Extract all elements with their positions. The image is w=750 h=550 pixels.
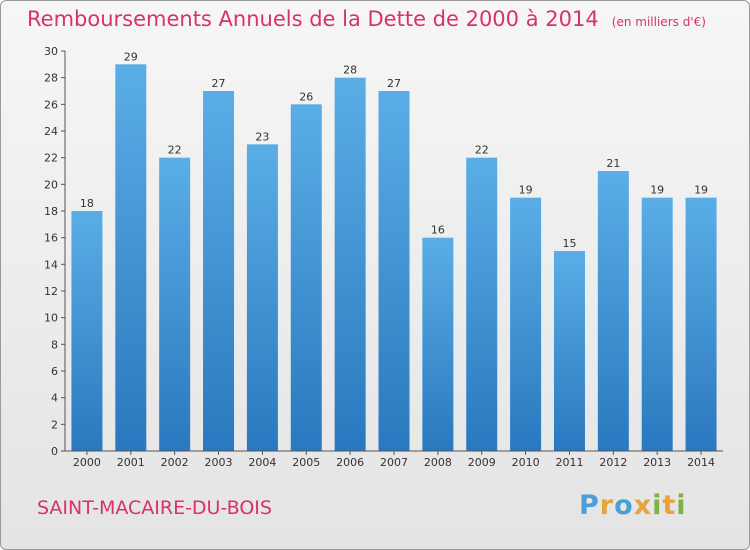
y-tick-label: 30	[44, 45, 58, 58]
bar-value-label: 26	[299, 90, 313, 103]
bar-value-label: 22	[475, 144, 489, 157]
y-tick-label: 28	[44, 72, 58, 85]
x-tick-label: 2006	[336, 456, 364, 469]
x-tick-label: 2007	[380, 456, 408, 469]
logo-letter: r	[599, 490, 615, 521]
chart-title: Remboursements Annuels de la Dette de 20…	[27, 7, 599, 31]
x-tick-label: 2002	[161, 456, 189, 469]
x-tick-label: 2010	[512, 456, 540, 469]
bar-value-label: 22	[168, 144, 182, 157]
bar-value-label: 21	[606, 157, 620, 170]
bar-value-label: 29	[124, 50, 138, 63]
bar-value-label: 18	[80, 197, 94, 210]
y-tick-label: 20	[44, 178, 58, 191]
commune-name: SAINT-MACAIRE-DU-BOIS	[37, 497, 272, 519]
unit-label: (en milliers d'€)	[611, 15, 706, 29]
x-tick-label: 2011	[555, 456, 583, 469]
y-tick-label: 12	[44, 285, 58, 298]
bar	[115, 64, 147, 452]
x-tick-label: 2008	[424, 456, 452, 469]
x-tick-label: 2013	[643, 456, 671, 469]
bar-value-label: 19	[650, 184, 664, 197]
x-tick-label: 2014	[687, 456, 715, 469]
bar	[378, 91, 410, 451]
y-tick-label: 16	[44, 232, 58, 245]
bar	[597, 171, 629, 451]
proxiti-logo: Proxiti	[579, 490, 687, 521]
x-tick-label: 2005	[292, 456, 320, 469]
y-tick-label: 18	[44, 205, 58, 218]
y-tick-label: 4	[51, 392, 58, 405]
bar	[641, 197, 673, 451]
bar	[553, 251, 585, 451]
y-tick-label: 0	[51, 445, 58, 458]
logo-letter: x	[633, 490, 653, 521]
x-tick-label: 2012	[599, 456, 627, 469]
x-tick-label: 2003	[205, 456, 233, 469]
y-tick-label: 6	[51, 365, 58, 378]
x-tick-label: 2009	[468, 456, 496, 469]
logo-letter: o	[614, 490, 634, 521]
title-row: Remboursements Annuels de la Dette de 20…	[27, 7, 706, 31]
logo-letter: i	[676, 490, 687, 521]
logo-letter: i	[652, 490, 663, 521]
y-tick-label: 2	[51, 418, 58, 431]
bar-value-label: 16	[431, 224, 445, 237]
x-tick-label: 2000	[73, 456, 101, 469]
bar-value-label: 19	[519, 184, 533, 197]
bar	[422, 237, 454, 451]
bar	[159, 157, 191, 451]
bar-value-label: 19	[694, 184, 708, 197]
bar	[290, 104, 322, 451]
logo-letter: t	[662, 490, 677, 521]
bar	[510, 197, 542, 451]
bar	[71, 211, 103, 451]
y-tick-label: 24	[44, 125, 58, 138]
y-tick-label: 14	[44, 258, 58, 271]
bar-value-label: 27	[387, 77, 401, 90]
bar	[466, 157, 498, 451]
bar	[246, 144, 278, 452]
bar	[685, 197, 717, 451]
y-tick-label: 26	[44, 98, 58, 111]
logo-letter: P	[579, 490, 600, 521]
x-tick-label: 2001	[117, 456, 145, 469]
bar	[203, 91, 235, 451]
y-tick-label: 10	[44, 312, 58, 325]
bar-value-label: 23	[255, 130, 269, 143]
y-tick-label: 22	[44, 152, 58, 165]
y-tick-label: 8	[51, 338, 58, 351]
bar-value-label: 15	[562, 237, 576, 250]
x-tick-label: 2004	[248, 456, 276, 469]
bar-value-label: 28	[343, 64, 357, 77]
bar	[334, 77, 366, 452]
bar-value-label: 27	[212, 77, 226, 90]
